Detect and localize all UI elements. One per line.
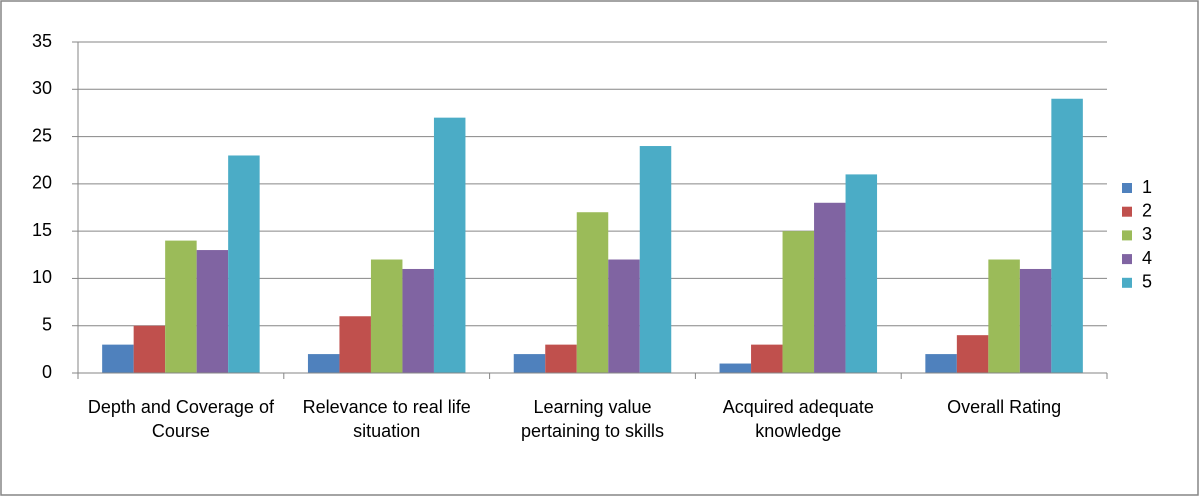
bar [370, 259, 403, 373]
legend-swatch [1122, 183, 1132, 193]
bar [814, 202, 846, 373]
legend-swatch [1122, 254, 1132, 265]
y-tick-label: 5 [42, 314, 52, 334]
bar [1051, 98, 1083, 373]
bar [956, 335, 989, 373]
bar [339, 316, 371, 373]
bar [608, 259, 640, 373]
bar [782, 231, 815, 373]
bar [102, 344, 134, 373]
y-tick-label: 15 [32, 220, 52, 240]
y-tick-label: 25 [32, 125, 52, 145]
bar [925, 354, 957, 373]
bar [576, 212, 609, 373]
legend-swatch [1122, 230, 1132, 241]
bar [228, 155, 260, 373]
bar [751, 344, 783, 373]
bar [402, 268, 434, 373]
x-tick-label: Acquired adequate knowledge [722, 397, 874, 441]
legend-swatch [1122, 277, 1132, 288]
legend-label: 2 [1142, 200, 1152, 220]
y-tick-label: 10 [32, 267, 52, 287]
bar [988, 259, 1020, 373]
y-tick-label: 20 [32, 173, 52, 193]
x-tick-label: Overall Rating [947, 397, 1062, 417]
bar [165, 240, 197, 373]
x-tick-label: Learning value pertaining to skills [520, 397, 665, 441]
bar [639, 146, 672, 373]
bar [133, 325, 166, 373]
bar [513, 354, 546, 373]
legend-swatch [1122, 206, 1132, 217]
legend-label: 3 [1142, 224, 1152, 244]
bar [845, 174, 878, 373]
legend-label: 4 [1142, 248, 1152, 268]
legend-label: 1 [1142, 177, 1152, 197]
bar [196, 250, 229, 373]
y-tick-label: 0 [42, 362, 52, 382]
x-tick-label: Relevance to real life situation [302, 397, 471, 441]
bar [307, 354, 340, 373]
bar [433, 117, 466, 374]
y-tick-label: 30 [32, 78, 52, 98]
y-tick-label: 35 [32, 31, 52, 51]
legend-label: 5 [1142, 272, 1152, 292]
bar [545, 344, 577, 373]
bar [719, 363, 752, 373]
x-tick-label: Depth and Coverage of Course [87, 397, 274, 441]
bar [1019, 268, 1052, 373]
